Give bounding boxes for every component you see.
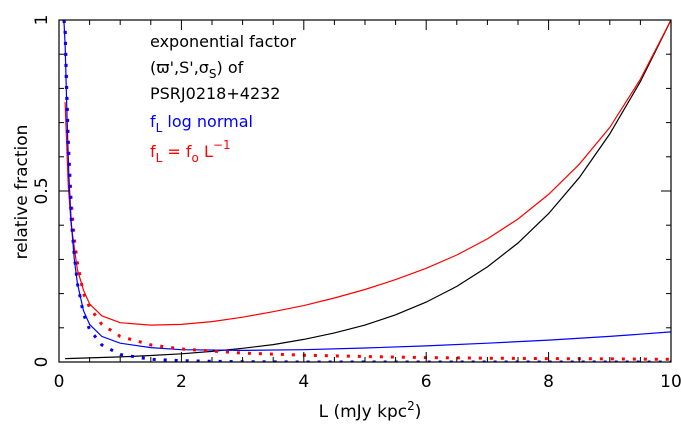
annotation-line-1: exponential factor — [150, 32, 296, 51]
x-tick-label: 2 — [176, 372, 187, 392]
x-tick-label: 10 — [660, 372, 681, 392]
y-tick-label: 0 — [32, 357, 52, 368]
legend-blue-label: fL log normal — [150, 112, 253, 135]
x-tick-label: 6 — [421, 372, 432, 392]
y-tick-label: 0.5 — [32, 177, 52, 204]
annotation-line-2: (ϖ',S',σS) of — [150, 58, 244, 81]
tick-labels: 0 2 4 6 8 10 0 0.5 1 — [32, 15, 681, 392]
axis-ticks — [58, 19, 672, 363]
series-line-3 — [63, 20, 671, 352]
legend-red-label: fL = fo L−1 — [150, 138, 231, 165]
annotation-line-3: PSRJ0218+4232 — [150, 84, 280, 103]
y-axis-title: relative fraction — [12, 125, 32, 260]
x-axis-title: L (mJy kpc2) — [319, 399, 422, 422]
series-line-4 — [62, 20, 671, 361]
x-tick-label: 4 — [298, 372, 309, 392]
y-tick-label: 1 — [32, 15, 52, 26]
series-line-2 — [64, 20, 671, 326]
x-tick-label: 8 — [543, 372, 554, 392]
chart-marks — [62, 20, 671, 362]
x-tick-label: 0 — [54, 372, 65, 392]
series-line-1 — [65, 20, 671, 360]
